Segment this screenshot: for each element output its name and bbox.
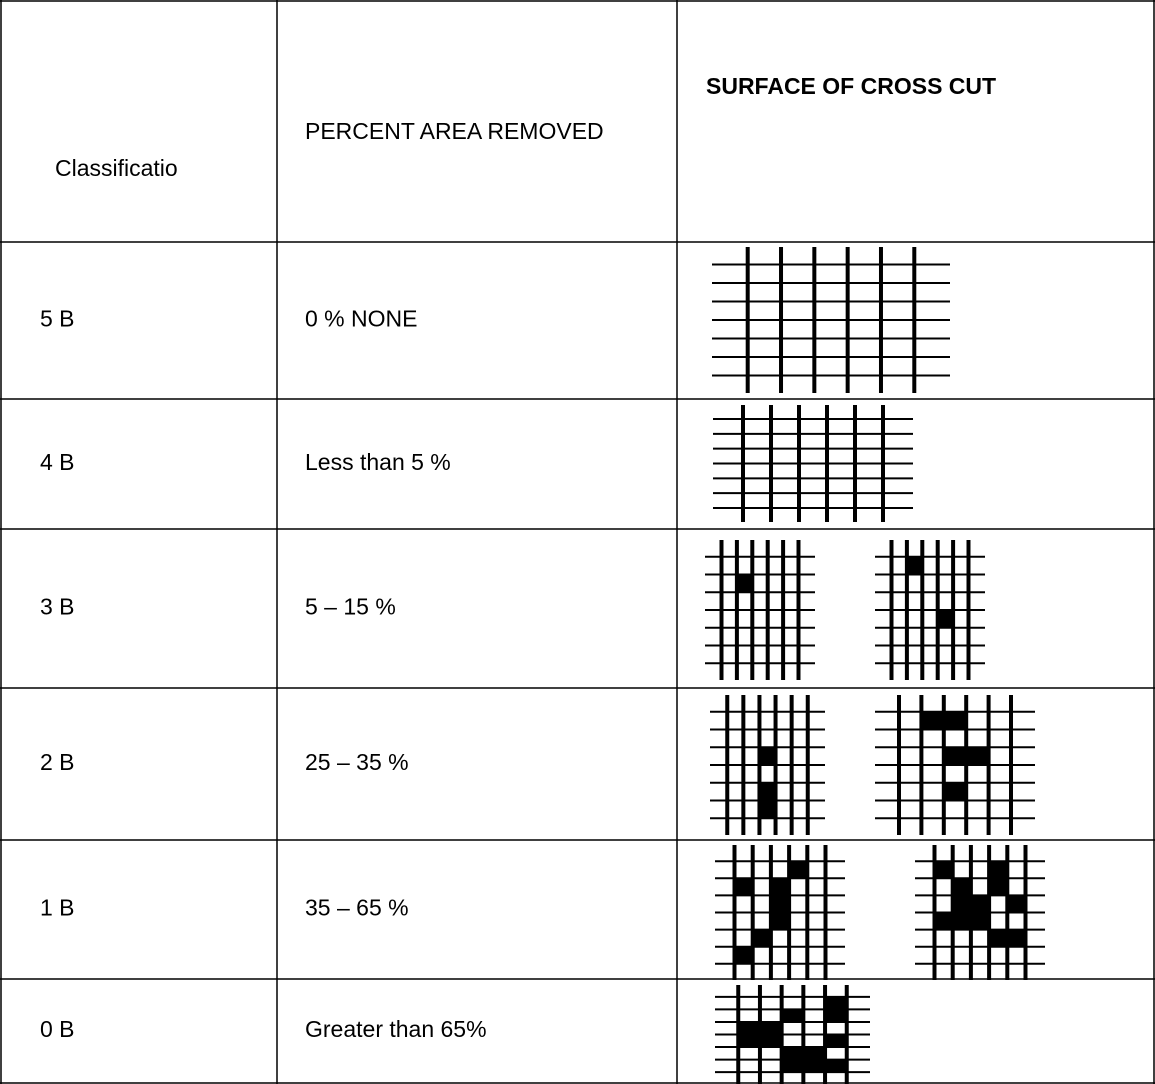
flake-off xyxy=(738,1021,760,1035)
flake-off xyxy=(770,912,790,930)
flake-off xyxy=(759,1034,782,1048)
flake-off xyxy=(1007,929,1026,947)
flake-off xyxy=(734,946,753,964)
percent-removed: 0 % NONE xyxy=(305,306,417,332)
cross-cut-grid xyxy=(875,540,985,680)
flake-off xyxy=(825,1059,847,1073)
cross-cut-grid xyxy=(875,695,1035,835)
flake-off xyxy=(759,1021,782,1035)
flake-off xyxy=(736,574,753,593)
cross-cut-grid xyxy=(713,405,913,522)
flake-off xyxy=(989,929,1008,947)
cross-cut-grid xyxy=(915,845,1045,980)
flake-off xyxy=(966,747,989,765)
flake-off xyxy=(770,895,790,913)
flake-off xyxy=(934,861,953,879)
cross-cut-grid xyxy=(715,845,845,980)
header-surface: SURFACE OF CROSS CUT xyxy=(706,73,996,99)
percent-removed: Less than 5 % xyxy=(305,449,451,475)
flake-off xyxy=(943,747,967,765)
percent-removed: 5 – 15 % xyxy=(305,594,396,620)
flake-off xyxy=(803,1059,826,1073)
flake-off xyxy=(752,929,771,947)
percent-removed: Greater than 65% xyxy=(305,1016,487,1042)
flake-off xyxy=(734,878,753,896)
flake-off xyxy=(781,1059,804,1073)
flake-off xyxy=(759,747,776,765)
flake-off xyxy=(952,912,971,930)
flake-off xyxy=(906,556,923,575)
classification: 1 B xyxy=(40,895,75,921)
flake-off xyxy=(989,878,1008,896)
cross-cut-grid xyxy=(710,695,825,835)
flake-off xyxy=(1007,895,1026,913)
flake-off xyxy=(803,1047,826,1060)
flake-off xyxy=(989,861,1008,879)
flake-off xyxy=(759,800,776,819)
flake-off xyxy=(943,782,967,801)
classification: 5 B xyxy=(40,306,75,332)
flake-off xyxy=(770,878,790,896)
flake-off xyxy=(781,1047,804,1060)
cross-cut-grid xyxy=(705,540,815,680)
flake-off xyxy=(759,782,776,801)
flake-off xyxy=(970,912,990,930)
flake-off xyxy=(970,895,990,913)
classification: 0 B xyxy=(40,1016,75,1042)
flake-off xyxy=(738,1034,760,1048)
flake-off xyxy=(825,1034,847,1048)
flake-off xyxy=(789,861,808,879)
flake-off xyxy=(952,895,971,913)
cross-cut-grid xyxy=(712,247,950,393)
flake-off xyxy=(943,711,967,730)
classification: 3 B xyxy=(40,594,75,620)
percent-removed: 35 – 65 % xyxy=(305,895,409,921)
flake-off xyxy=(934,912,953,930)
flake-off xyxy=(825,996,847,1010)
flake-off xyxy=(825,1009,847,1022)
flake-off xyxy=(921,711,944,730)
header-classification: Classificatio xyxy=(55,155,178,181)
flake-off xyxy=(781,1009,804,1022)
cross-cut-illustrations xyxy=(705,247,1045,1084)
flake-off xyxy=(952,878,971,896)
cross-cut-grid xyxy=(715,985,870,1084)
classification: 4 B xyxy=(40,449,75,475)
percent-removed: 25 – 35 % xyxy=(305,749,409,775)
classification: 2 B xyxy=(40,749,75,775)
flake-off xyxy=(937,610,954,628)
header-percent: PERCENT AREA REMOVED xyxy=(305,118,604,144)
